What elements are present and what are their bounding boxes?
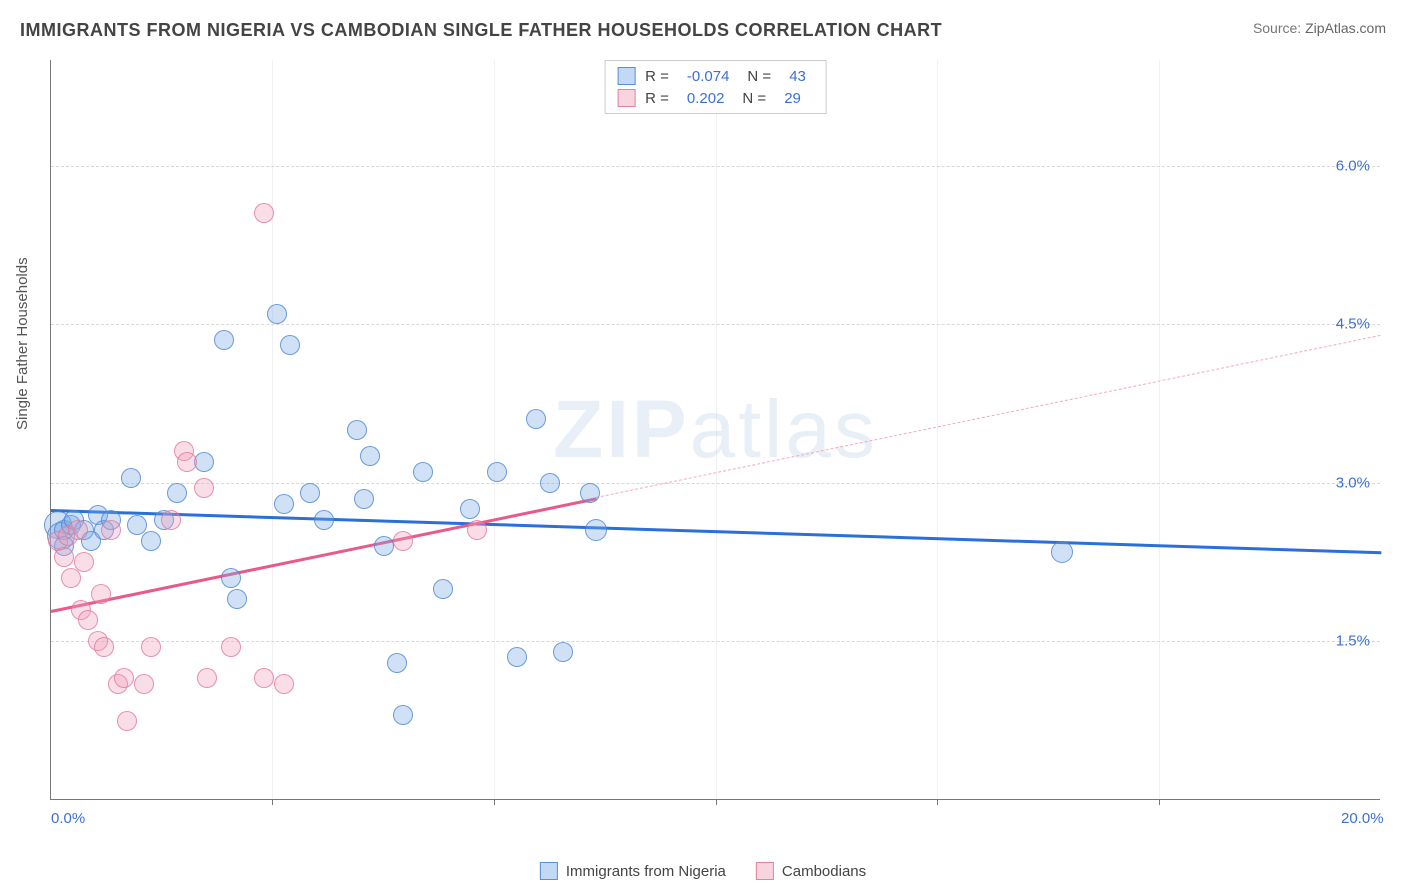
- data-point: [161, 510, 181, 530]
- data-point: [141, 531, 161, 551]
- data-point: [580, 483, 600, 503]
- data-point: [121, 468, 141, 488]
- data-point: [267, 304, 287, 324]
- data-point: [413, 462, 433, 482]
- y-tick-label: 4.5%: [1336, 316, 1370, 333]
- data-point: [91, 584, 111, 604]
- x-tick: [716, 799, 717, 805]
- x-tick: [272, 799, 273, 805]
- x-tick: [937, 799, 938, 805]
- gridline-vertical: [272, 60, 273, 799]
- swatch-pink: [617, 89, 635, 107]
- data-point: [585, 519, 607, 541]
- data-point: [214, 330, 234, 350]
- data-point: [487, 462, 507, 482]
- watermark-rest: atlas: [690, 384, 878, 475]
- data-point: [374, 536, 394, 556]
- data-point: [117, 711, 137, 731]
- data-point: [101, 520, 121, 540]
- data-point: [134, 674, 154, 694]
- gridline-vertical: [494, 60, 495, 799]
- data-point: [354, 489, 374, 509]
- legend-label-pink: Cambodians: [782, 863, 866, 880]
- data-point: [540, 473, 560, 493]
- data-point: [54, 547, 74, 567]
- r-value-pink: 0.202: [679, 90, 733, 107]
- y-tick-label: 3.0%: [1336, 474, 1370, 491]
- data-point: [467, 520, 487, 540]
- data-point: [254, 203, 274, 223]
- data-point: [393, 705, 413, 725]
- data-point: [314, 510, 334, 530]
- r-label: R =: [645, 68, 669, 85]
- data-point: [460, 499, 480, 519]
- legend-row-blue: R = -0.074 N = 43: [617, 65, 814, 87]
- legend-item-blue: Immigrants from Nigeria: [540, 862, 726, 880]
- x-tick: [1159, 799, 1160, 805]
- x-tick-label: 20.0%: [1341, 810, 1384, 827]
- trend-line: [596, 335, 1381, 498]
- source-label: Source:: [1253, 20, 1301, 36]
- data-point: [347, 420, 367, 440]
- data-point: [274, 674, 294, 694]
- x-tick: [494, 799, 495, 805]
- source-attribution: Source: ZipAtlas.com: [1253, 20, 1386, 36]
- data-point: [194, 478, 214, 498]
- data-point: [507, 647, 527, 667]
- gridline-vertical: [937, 60, 938, 799]
- data-point: [114, 668, 134, 688]
- data-point: [177, 452, 197, 472]
- legend-item-pink: Cambodians: [756, 862, 866, 880]
- data-point: [94, 637, 114, 657]
- y-axis-label: Single Father Households: [14, 257, 31, 430]
- y-tick-label: 1.5%: [1336, 633, 1370, 650]
- data-point: [221, 637, 241, 657]
- swatch-blue: [617, 67, 635, 85]
- data-point: [274, 494, 294, 514]
- data-point: [141, 637, 161, 657]
- data-point: [254, 668, 274, 688]
- gridline-vertical: [1159, 60, 1160, 799]
- x-tick-label: 0.0%: [51, 810, 85, 827]
- data-point: [360, 446, 380, 466]
- source-value: ZipAtlas.com: [1305, 20, 1386, 36]
- data-point: [387, 653, 407, 673]
- data-point: [227, 589, 247, 609]
- y-tick-label: 6.0%: [1336, 157, 1370, 174]
- plot-area: ZIPatlas R = -0.074 N = 43 R = 0.202 N =…: [50, 60, 1380, 800]
- n-value-blue: 43: [781, 68, 814, 85]
- data-point: [74, 552, 94, 572]
- data-point: [167, 483, 187, 503]
- n-label: N =: [742, 90, 766, 107]
- data-point: [61, 568, 81, 588]
- data-point: [68, 520, 88, 540]
- data-point: [433, 579, 453, 599]
- watermark-bold: ZIP: [553, 384, 690, 475]
- n-label: N =: [747, 68, 771, 85]
- data-point: [1051, 541, 1073, 563]
- r-label: R =: [645, 90, 669, 107]
- swatch-pink: [756, 862, 774, 880]
- gridline-vertical: [716, 60, 717, 799]
- chart-title: IMMIGRANTS FROM NIGERIA VS CAMBODIAN SIN…: [20, 20, 942, 41]
- n-value-pink: 29: [776, 90, 809, 107]
- series-legend: Immigrants from Nigeria Cambodians: [540, 862, 866, 880]
- data-point: [553, 642, 573, 662]
- data-point: [526, 409, 546, 429]
- data-point: [280, 335, 300, 355]
- r-value-blue: -0.074: [679, 68, 738, 85]
- data-point: [78, 610, 98, 630]
- data-point: [300, 483, 320, 503]
- swatch-blue: [540, 862, 558, 880]
- data-point: [197, 668, 217, 688]
- data-point: [393, 531, 413, 551]
- data-point: [221, 568, 241, 588]
- legend-label-blue: Immigrants from Nigeria: [566, 863, 726, 880]
- correlation-legend: R = -0.074 N = 43 R = 0.202 N = 29: [604, 60, 827, 114]
- legend-row-pink: R = 0.202 N = 29: [617, 87, 814, 109]
